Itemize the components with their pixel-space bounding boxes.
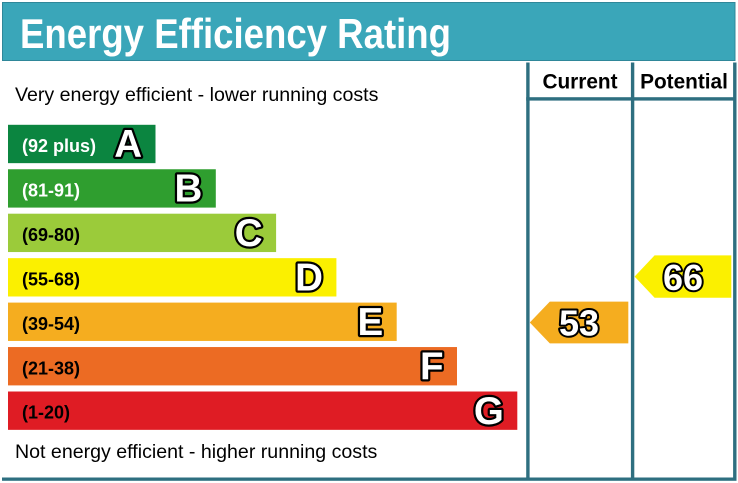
svg-text:(55-68): (55-68) [22, 269, 80, 289]
svg-text:B: B [174, 168, 202, 211]
svg-text:A: A [114, 123, 142, 166]
svg-text:E: E [358, 301, 384, 344]
svg-text:(81-91): (81-91) [22, 180, 80, 200]
svg-text:C: C [235, 212, 263, 255]
svg-text:Current: Current [542, 71, 617, 94]
svg-text:G: G [474, 390, 504, 433]
svg-text:D: D [295, 257, 323, 300]
svg-text:Energy Efficiency Rating: Energy Efficiency Rating [20, 10, 451, 57]
svg-text:Potential: Potential [640, 71, 728, 94]
svg-text:53: 53 [559, 303, 599, 344]
svg-text:(92 plus): (92 plus) [22, 136, 96, 156]
svg-text:(21-38): (21-38) [22, 358, 80, 378]
svg-text:Not energy efficient - higher: Not energy efficient - higher running co… [15, 441, 378, 463]
svg-text:(1-20): (1-20) [22, 403, 70, 423]
svg-text:66: 66 [663, 257, 703, 298]
svg-text:Very energy efficient - lower: Very energy efficient - lower running co… [15, 84, 379, 106]
svg-text:(39-54): (39-54) [22, 314, 80, 334]
svg-text:F: F [420, 345, 444, 388]
svg-text:(69-80): (69-80) [22, 225, 80, 245]
